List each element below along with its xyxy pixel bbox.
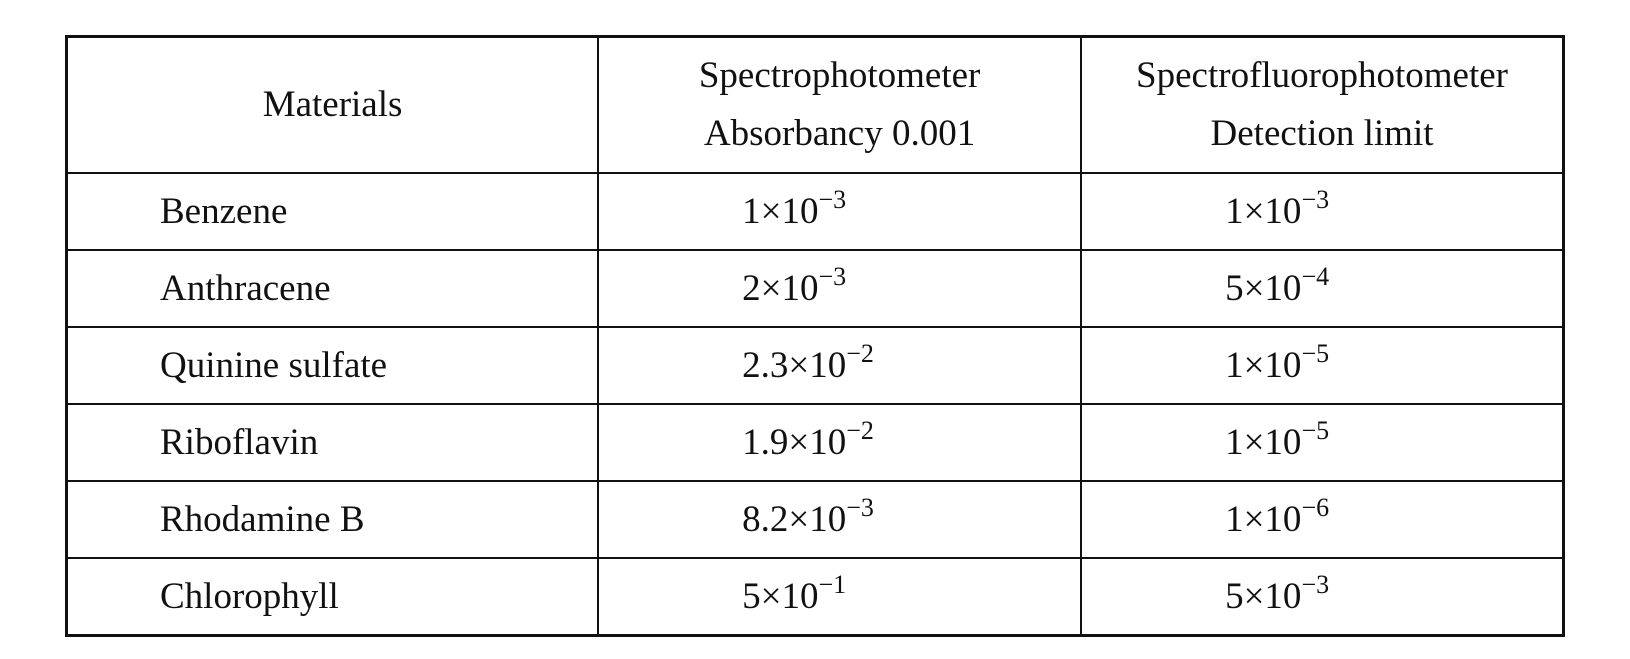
- value-base: 1×10: [1225, 499, 1302, 540]
- table-cell: 1×10−5: [1080, 403, 1565, 482]
- value-base: 2.3×10: [742, 345, 847, 386]
- value-exponent: −3: [818, 185, 847, 214]
- table-cell: Riboflavin: [65, 403, 600, 482]
- value-exponent: −1: [818, 570, 847, 599]
- header-text: Detection limit: [1210, 113, 1434, 154]
- table-cell: 5×10−4: [1080, 249, 1565, 328]
- table-body: Benzene 1×10−3 1×10−3 Anthracene 2×10−3 5×10−…: [65, 172, 1565, 637]
- value-base: 1.9×10: [742, 422, 847, 463]
- header-cell: Materials: [65, 35, 600, 174]
- table-row: Chlorophyll 5×10−1 5×10−3: [65, 557, 1565, 637]
- header-row: Materials Spectrophotometer Absorbancy 0.0…: [65, 35, 1565, 174]
- table-row: Riboflavin 1.9×10−2 1×10−5: [65, 403, 1565, 482]
- value-exponent: −5: [1301, 416, 1330, 445]
- table-row: Anthracene 2×10−3 5×10−4: [65, 249, 1565, 328]
- table-cell: 1×10−3: [597, 172, 1083, 251]
- header-text: Spectrofluorophotometer: [1136, 55, 1508, 96]
- value-exponent: −3: [1301, 570, 1330, 599]
- table-cell: 8.2×10−3: [597, 480, 1083, 559]
- material-name: Rhodamine B: [160, 499, 365, 540]
- table-cell: 2×10−3: [597, 249, 1083, 328]
- table-cell: 5×10−3: [1080, 557, 1565, 637]
- value-base: 5×10: [742, 576, 819, 617]
- table-cell: 1×10−3: [1080, 172, 1565, 251]
- header-text: Absorbancy 0.001: [703, 113, 976, 154]
- header-cell: Spectrofluorophotometer Detection limit: [1080, 35, 1565, 174]
- table-cell: Benzene: [65, 172, 600, 251]
- header-cell: Spectrophotometer Absorbancy 0.001: [597, 35, 1083, 174]
- table-cell: Anthracene: [65, 249, 600, 328]
- material-name: Anthracene: [160, 268, 331, 309]
- table-cell: 1×10−6: [1080, 480, 1565, 559]
- value-base: 5×10: [1225, 268, 1302, 309]
- table-cell: 1×10−5: [1080, 326, 1565, 405]
- value-exponent: −6: [1301, 493, 1330, 522]
- header-text: Spectrophotometer: [698, 55, 981, 96]
- value-base: 2×10: [742, 268, 819, 309]
- table-row: Benzene 1×10−3 1×10−3: [65, 172, 1565, 251]
- value-base: 1×10: [1225, 345, 1302, 386]
- table-row: Quinine sulfate 2.3×10−2 1×10−5: [65, 326, 1565, 405]
- material-name: Benzene: [160, 191, 288, 232]
- material-name: Quinine sulfate: [160, 345, 388, 386]
- value-exponent: −3: [818, 262, 847, 291]
- table-cell: Rhodamine B: [65, 480, 600, 559]
- value-exponent: −4: [1301, 262, 1330, 291]
- table-row: Rhodamine B 8.2×10−3 1×10−6: [65, 480, 1565, 559]
- value-base: 1×10: [1225, 422, 1302, 463]
- value-exponent: −5: [1301, 339, 1330, 368]
- value-base: 5×10: [1225, 576, 1302, 617]
- table-cell: Chlorophyll: [65, 557, 600, 637]
- value-base: 8.2×10: [742, 499, 847, 540]
- value-exponent: −3: [1301, 185, 1330, 214]
- table-cell: 2.3×10−2: [597, 326, 1083, 405]
- material-name: Chlorophyll: [160, 576, 339, 617]
- table-cell: 1.9×10−2: [597, 403, 1083, 482]
- data-table: Materials Spectrophotometer Absorbancy 0.0…: [65, 35, 1565, 637]
- table-cell: Quinine sulfate: [65, 326, 600, 405]
- header-text: Materials: [262, 84, 403, 125]
- value-exponent: −2: [846, 416, 874, 445]
- value-base: 1×10: [1225, 191, 1302, 232]
- value-exponent: −2: [846, 339, 874, 368]
- value-base: 1×10: [742, 191, 819, 232]
- material-name: Riboflavin: [160, 422, 319, 463]
- table-cell: 5×10−1: [597, 557, 1083, 637]
- value-exponent: −3: [846, 493, 874, 522]
